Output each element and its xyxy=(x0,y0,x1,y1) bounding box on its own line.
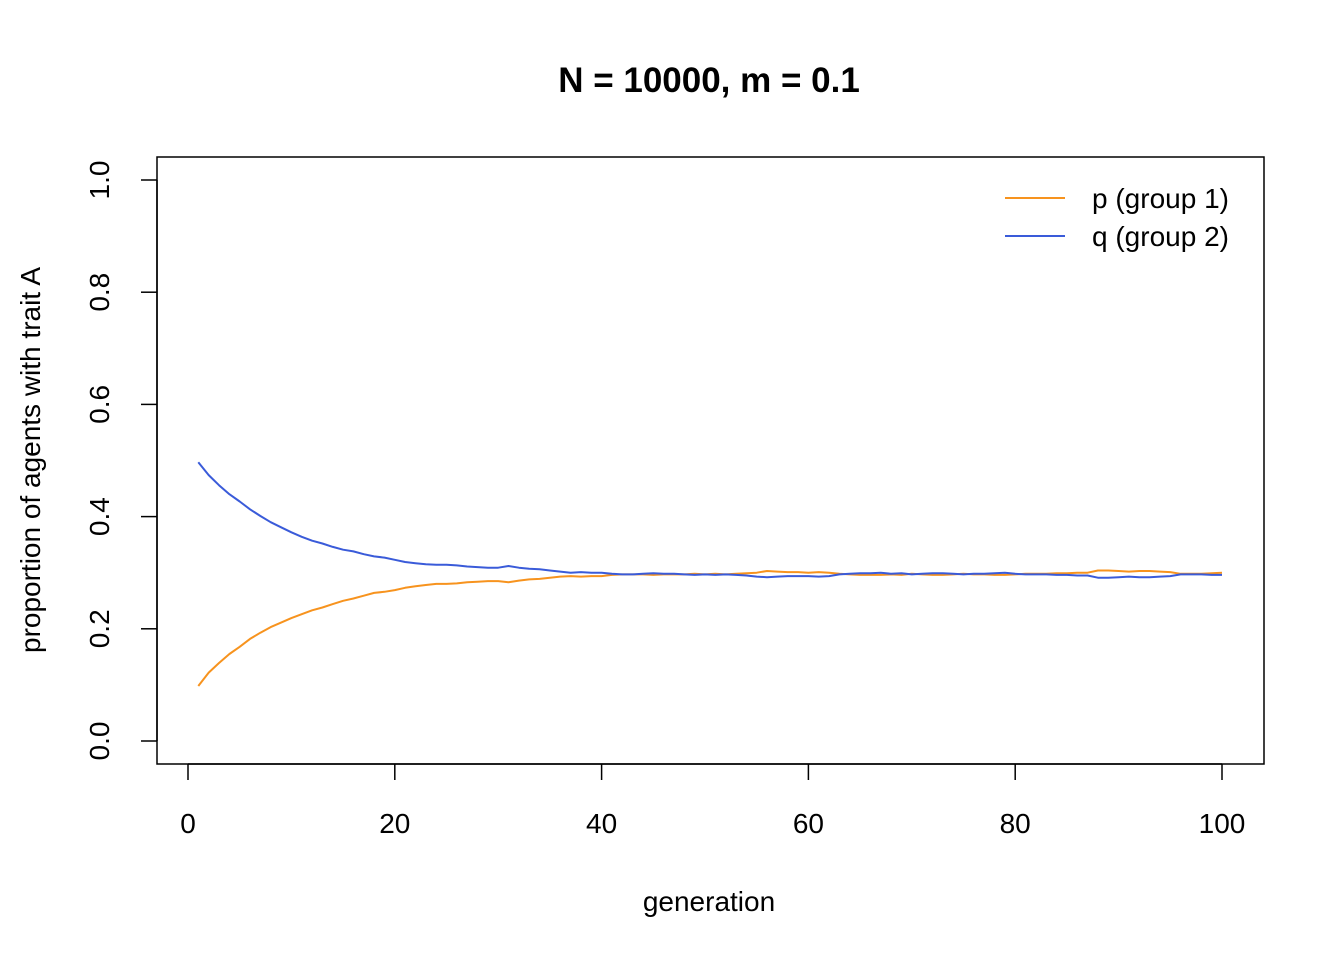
y-tick-label: 0.4 xyxy=(84,497,115,536)
y-tick-label: 0.0 xyxy=(84,722,115,761)
x-tick-label: 20 xyxy=(379,808,410,839)
x-tick-label: 80 xyxy=(1000,808,1031,839)
y-axis-label: proportion of agents with trait A xyxy=(15,267,46,653)
y-tick-label: 0.8 xyxy=(84,273,115,312)
x-tick-label: 40 xyxy=(586,808,617,839)
x-tick-label: 0 xyxy=(180,808,196,839)
legend-label: p (group 1) xyxy=(1092,183,1229,214)
x-tick-label: 60 xyxy=(793,808,824,839)
y-tick-label: 0.6 xyxy=(84,385,115,424)
x-axis-label: generation xyxy=(643,886,775,917)
chart-title: N = 10000, m = 0.1 xyxy=(558,61,860,100)
x-tick-label: 100 xyxy=(1199,808,1246,839)
y-axis: 0.0 0.2 0.4 0.6 0.8 1.0 xyxy=(84,161,158,761)
legend: p (group 1) q (group 2) xyxy=(1005,183,1229,252)
series-layer xyxy=(197,461,1223,687)
y-tick-label: 1.0 xyxy=(84,161,115,200)
legend-label: q (group 2) xyxy=(1092,221,1229,252)
series-line-q-group-2 xyxy=(197,461,1222,579)
y-tick-label: 0.2 xyxy=(84,609,115,648)
x-axis: 0 20 40 60 80 100 xyxy=(180,763,1246,839)
